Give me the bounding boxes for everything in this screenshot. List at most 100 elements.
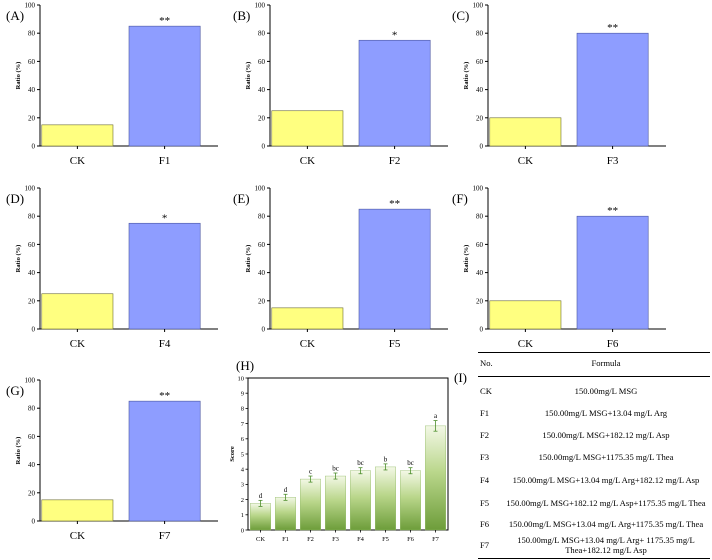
significance-marker: ** [389,198,400,210]
panel-label: (F) [452,191,468,206]
y-tick-label: 20 [28,489,36,497]
bar-treatment [358,39,431,147]
y-axis-label: Score [229,446,236,462]
bar-ck [271,110,344,147]
significance-marker: * [162,212,168,224]
ratio-panel-2: (C) 0 20 40 60 80 100 Ratio (%) CK F3 ** [452,2,666,167]
bar-ck [489,117,562,147]
table-row: F5 150.00mg/L MSG+182.12 mg/L Asp+1175.3… [478,492,710,516]
x-tick-label: CK [70,338,85,350]
y-tick-label: 60 [476,58,484,66]
x-tick-label: CK [70,530,85,542]
table-header-no: No. [480,358,493,369]
y-tick-label: 10 [238,375,245,382]
x-tick-label: F5 [389,338,401,350]
significance-letter: b [384,455,388,463]
significance-letter: bc [407,459,414,467]
score-bar [350,470,371,531]
significance-marker: * [392,29,398,41]
bar-ck [271,307,344,330]
y-tick-label: 0 [262,326,266,334]
significance-marker: ** [607,22,618,34]
y-tick-label: 9 [241,391,244,398]
table-cell-no: F2 [480,430,490,441]
table-cell-no: F5 [480,498,490,509]
table-cell-formula: 150.00mg/L MSG+13.04 mg/L Arg+1175.35 mg… [508,519,704,530]
bar-treatment [358,208,431,330]
x-tick-label: F7 [159,530,171,542]
y-axis-label: Ratio (%) [463,62,470,90]
significance-letter: bc [357,459,364,467]
table-cell-formula: 150.00mg/L MSG [574,386,638,397]
y-axis-label: Ratio (%) [15,245,22,273]
x-tick-label: F3 [332,536,339,543]
x-tick-label: CK [518,155,533,167]
y-axis-label: Ratio (%) [245,245,252,273]
x-tick-label: F5 [382,536,389,543]
panel-label: (C) [452,8,469,23]
x-tick-label: F2 [389,155,401,167]
y-tick-label: 20 [28,114,36,122]
score-bar [325,475,346,531]
y-tick-label: 20 [28,297,36,305]
y-tick-label: 0 [32,143,36,151]
table-cell-no: F3 [480,452,490,463]
y-tick-label: 40 [28,461,36,469]
table-row: CK 150.00mg/L MSG [478,382,710,402]
x-tick-label: F4 [159,338,171,350]
x-tick-label: F2 [307,536,314,543]
y-tick-label: 5 [241,451,244,458]
x-tick-label: F7 [432,536,440,543]
panel-label: (H) [236,358,254,373]
y-axis-label: Ratio (%) [245,62,252,90]
ratio-panel-1: (B) 0 20 40 60 80 100 Ratio (%) CK F2 * [233,2,448,167]
significance-marker: ** [159,15,170,27]
y-tick-label: 40 [28,269,36,277]
y-tick-label: 60 [258,58,266,66]
panel-label: (G) [6,383,24,398]
y-axis-label: Ratio (%) [463,245,470,273]
x-tick-label: CK [518,338,533,350]
y-tick-label: 2 [241,497,244,504]
ratio-panel-3: (D) 0 20 40 60 80 100 Ratio (%) CK F4 * [6,185,218,350]
score-panel: (H) 0 1 2 3 4 5 6 7 8 9 10 Score d CK d F1 c F2 bc F3 bc F4 b F5… [229,358,449,543]
bar-ck [41,499,114,522]
table-cell-formula: 150.00mg/L MSG+13.04 mg/L Arg+182.12 mg/… [512,475,700,486]
x-tick-label: F6 [407,536,415,543]
table-cell-formula: 150.00mg/L MSG+1175.35 mg/L Thea [538,452,674,463]
bar-ck [41,293,114,330]
table-row: F1 150.00mg/L MSG+13.04 mg/L Arg [478,404,710,424]
bar-ck [41,124,114,147]
y-tick-label: 40 [258,269,266,277]
table-row: F4 150.00mg/L MSG+13.04 mg/L Arg+182.12 … [478,470,710,492]
ratio-panel-5: (F) 0 20 40 60 80 100 Ratio (%) CK F6 ** [452,185,666,350]
x-tick-label: F1 [282,536,289,543]
significance-marker: ** [159,390,170,402]
x-tick-label: F3 [607,155,619,167]
x-tick-label: CK [300,338,315,350]
y-tick-label: 6 [241,436,245,443]
bar-treatment [576,215,649,330]
panel-label: (A) [6,8,24,23]
y-tick-label: 4 [241,467,245,474]
score-bar [275,497,296,531]
y-tick-label: 80 [28,405,36,413]
score-bar [250,503,271,531]
table-cell-no: CK [480,386,492,397]
table-header-formula: Formula [591,358,621,369]
y-tick-label: 60 [476,241,484,249]
bar-treatment [128,25,201,147]
y-tick-label: 40 [28,86,36,94]
y-tick-label: 7 [241,421,245,428]
score-bar [425,425,446,531]
y-tick-label: 100 [25,185,36,193]
significance-letter: d [259,492,263,500]
panel-label: (E) [233,191,250,206]
significance-letter: a [434,412,438,420]
y-tick-label: 100 [255,2,266,10]
x-tick-label: CK [300,155,315,167]
y-tick-label: 0 [262,143,266,151]
y-tick-label: 0 [480,326,484,334]
y-tick-label: 3 [241,482,244,489]
